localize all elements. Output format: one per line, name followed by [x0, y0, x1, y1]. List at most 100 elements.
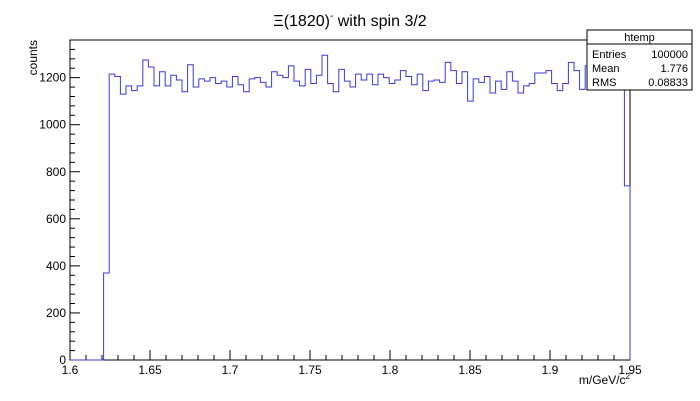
- histogram-bin: [199, 79, 205, 360]
- histogram-bin: [266, 87, 272, 360]
- histogram-bin: [283, 78, 289, 360]
- histogram-bin: [440, 82, 446, 360]
- histogram-bin: [501, 89, 507, 360]
- histogram-bin: [395, 80, 401, 360]
- chart-title-rest: with spin 3/2: [333, 13, 426, 30]
- histogram-bin: [300, 86, 306, 360]
- histogram-bin: [115, 76, 121, 360]
- histogram-bin: [339, 69, 345, 360]
- histogram-bin: [591, 87, 597, 360]
- histogram-bin: [428, 81, 434, 360]
- stats-rms-label: RMS: [592, 77, 616, 89]
- stats-box-frame: [586, 29, 693, 91]
- histogram-bin: [350, 87, 356, 360]
- histogram-bin: [400, 71, 406, 360]
- histogram-bin: [596, 64, 602, 360]
- stats-mean-label: Mean: [592, 63, 620, 75]
- histogram-bin: [188, 65, 194, 360]
- histogram-bin: [137, 86, 143, 360]
- histogram-bin: [204, 81, 210, 360]
- histogram-bin: [227, 87, 233, 360]
- histogram-bin: [619, 81, 625, 360]
- histogram-bin: [552, 84, 558, 360]
- histogram-bin: [568, 62, 574, 360]
- histogram-bin: [512, 81, 518, 360]
- histogram-bin: [260, 82, 266, 360]
- stats-mean-value: 1.776: [660, 63, 688, 75]
- x-axis-label-base: m/GeV/c: [579, 373, 626, 387]
- histogram-bin: [434, 80, 440, 360]
- histogram-bin: [423, 91, 429, 360]
- histogram-bin: [484, 76, 490, 360]
- stats-entries-value: 100000: [651, 49, 688, 61]
- x-axis: 1.6 1.65 1.7 1.75 1.8 1.85 1.9 1.95: [62, 350, 642, 377]
- x-tick-label: 1.85: [458, 363, 482, 377]
- x-tick-label: 1.6: [62, 363, 79, 377]
- y-tick-label: 600: [46, 212, 66, 226]
- y-tick-label: 0: [59, 353, 66, 367]
- y-tick-label: 1000: [39, 118, 66, 132]
- y-tick-label: 800: [46, 165, 66, 179]
- histogram-bin: [451, 71, 457, 360]
- y-tick-label: 200: [46, 306, 66, 320]
- histogram-bin: [305, 69, 311, 360]
- histogram-bin: [311, 84, 317, 360]
- histogram-bin: [585, 66, 591, 360]
- histogram-bin: [322, 55, 328, 360]
- histogram-bin: [361, 80, 367, 360]
- histogram-bin: [344, 81, 350, 360]
- histogram-bin: [171, 75, 177, 360]
- histogram-bin: [367, 74, 373, 360]
- histogram-bin: [288, 66, 294, 360]
- histogram-bin: [182, 92, 188, 360]
- histogram-bin: [109, 74, 115, 360]
- histogram-bin: [406, 76, 412, 360]
- histogram-bin: [221, 81, 227, 360]
- chart-title: Ξ(1820)- with spin 3/2: [273, 11, 426, 30]
- histogram-bin: [624, 186, 630, 360]
- x-tick-label: 1.7: [222, 363, 239, 377]
- histogram-bin: [176, 80, 182, 360]
- histogram-bin: [602, 78, 608, 360]
- histogram-bin: [529, 84, 535, 360]
- histogram-bin: [154, 86, 160, 360]
- x-tick-label: 1.75: [298, 363, 322, 377]
- y-tick-label: 400: [46, 259, 66, 273]
- histogram-bin: [104, 273, 110, 360]
- y-axis-label: counts: [26, 40, 40, 75]
- stats-box-title: htemp: [624, 32, 655, 44]
- x-tick-label: 1.95: [618, 363, 642, 377]
- histogram-bin: [580, 89, 586, 360]
- histogram-bin: [389, 84, 395, 360]
- histogram-line: [70, 54, 631, 361]
- histogram-bin: [210, 78, 216, 360]
- histogram-bin: [540, 73, 546, 360]
- histogram-bin: [255, 78, 261, 360]
- y-axis: 0 200 400 600 800 1000 1200: [39, 39, 80, 367]
- histogram-bins: [104, 55, 630, 360]
- histogram-bin: [132, 91, 138, 360]
- histogram-bin: [496, 81, 502, 360]
- histogram-bin: [518, 93, 524, 360]
- histogram-bin: [316, 75, 322, 360]
- histogram-bin: [294, 81, 300, 360]
- histogram-bin: [328, 84, 334, 360]
- histogram-bin: [160, 72, 166, 360]
- histogram-bin: [535, 73, 541, 360]
- histogram-bin: [372, 85, 378, 360]
- x-axis-label: m/GeV/c2: [579, 372, 631, 387]
- histogram-bin: [244, 92, 250, 360]
- histogram-bin: [608, 87, 614, 360]
- histogram-bin: [462, 72, 468, 360]
- histogram-bin: [524, 86, 530, 360]
- x-tick-label: 1.9: [542, 363, 559, 377]
- histogram-bin: [143, 60, 149, 360]
- histogram-bin: [479, 82, 485, 360]
- histogram-bin: [272, 72, 278, 360]
- histogram-bin: [333, 92, 339, 360]
- histogram-bin: [613, 71, 619, 360]
- histogram-bin: [126, 86, 132, 360]
- histogram-bin: [120, 94, 126, 360]
- histogram-bin: [148, 67, 154, 360]
- x-tick-label: 1.65: [138, 363, 162, 377]
